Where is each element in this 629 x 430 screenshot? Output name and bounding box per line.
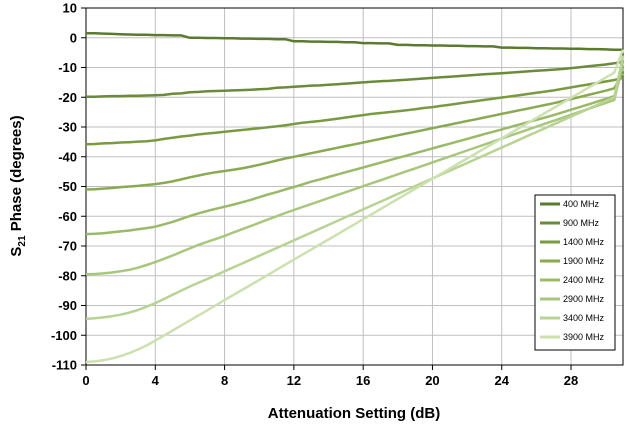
y-tick-label: 0 (70, 30, 77, 45)
y-axis-title-main: S (8, 247, 25, 257)
y-tick-label: 10 (63, 1, 77, 16)
x-tick-label: 8 (221, 373, 228, 388)
y-tick-label: -30 (58, 120, 77, 135)
x-tick-label: 16 (356, 373, 370, 388)
series-line (85, 72, 625, 191)
x-tick-label: 20 (425, 373, 439, 388)
series-line (85, 55, 625, 321)
x-tick-label: 4 (152, 373, 160, 388)
y-tick-label: -50 (58, 179, 77, 194)
y-axis-title-subscript: 21 (17, 235, 28, 247)
y-tick-label: -70 (58, 239, 77, 254)
y-tick-label: -80 (58, 268, 77, 283)
x-tick-label: 12 (287, 373, 301, 388)
y-tick-label: -20 (58, 90, 77, 105)
legend-box (534, 194, 616, 351)
series-line (85, 49, 625, 364)
x-axis-title: Attenuation Setting (dB) (268, 405, 440, 422)
series-line (85, 76, 624, 146)
y-axis-title-rest: Phase (degrees) (8, 115, 25, 235)
legend-label: 2900 MHz (563, 294, 605, 304)
y-tick-label: -90 (58, 298, 77, 313)
legend-label: 3400 MHz (563, 313, 605, 323)
series-lines (85, 32, 625, 364)
y-tick-label: -100 (51, 328, 77, 343)
legend-label: 400 MHz (563, 199, 600, 209)
legend-label: 1900 MHz (563, 256, 605, 266)
x-tick-label: 0 (82, 373, 89, 388)
legend-label: 1400 MHz (563, 237, 605, 247)
y-tick-label: -110 (52, 358, 77, 373)
y-tick-label: -10 (58, 60, 77, 75)
series-line (85, 61, 625, 276)
y-tick-label: -40 (58, 149, 77, 164)
legend-label: 900 MHz (563, 218, 600, 228)
legend-label: 2400 MHz (563, 275, 605, 285)
series-line (86, 60, 624, 98)
y-axis-title: S21 Phase (degrees) (8, 115, 28, 256)
x-tick-label: 28 (564, 373, 578, 388)
y-tick-label: -60 (58, 209, 77, 224)
legend-label: 3900 MHz (563, 332, 605, 342)
legend: 400 MHz 900 MHz 1400 MHz 1900 MHz 2400 MHz 29… (534, 194, 616, 351)
x-tick-label: 24 (495, 373, 510, 388)
axis-ticks: 10 0 -10 -20 -30 -40 -50 -60 -70 -80 -90 -100 -110 0 4… (51, 1, 578, 389)
series-line (86, 32, 623, 51)
